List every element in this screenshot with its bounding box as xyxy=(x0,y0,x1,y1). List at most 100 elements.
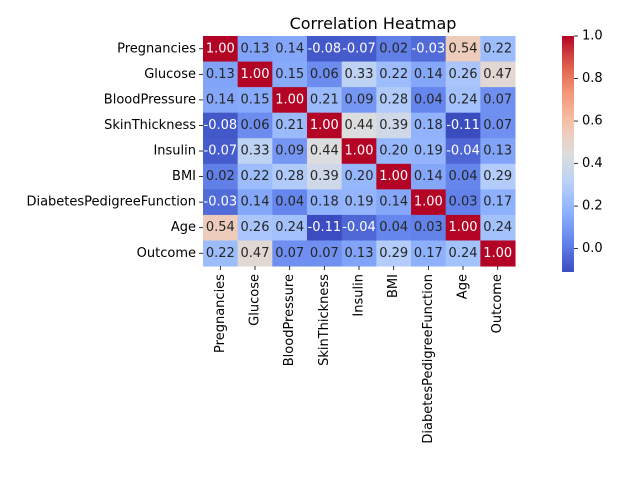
colorbar-gradient xyxy=(562,36,574,272)
heatmap-cell xyxy=(272,240,308,267)
cell-value-label: 1.00 xyxy=(483,246,512,261)
cell-value-label: 0.44 xyxy=(310,144,339,159)
cell-value-label: 0.06 xyxy=(241,118,270,133)
x-tick-label: Glucose xyxy=(248,274,263,326)
heatmap-cell xyxy=(237,214,273,241)
heatmap-cell xyxy=(272,138,308,165)
cell-value-label: 0.09 xyxy=(275,144,304,159)
cell-value-label: 0.18 xyxy=(310,195,339,210)
heatmap-cell xyxy=(307,61,343,88)
heatmap-cell xyxy=(376,138,412,165)
heatmap-cell xyxy=(411,61,447,88)
heatmap-cell xyxy=(237,240,273,267)
x-tick-label: BMI xyxy=(386,274,401,298)
heatmap-cell xyxy=(307,36,343,63)
y-tick-label: Insulin xyxy=(153,144,196,159)
heatmap-cell xyxy=(272,214,308,241)
heatmap-cell xyxy=(237,36,273,63)
heatmap-cell xyxy=(480,163,516,190)
heatmap-cell xyxy=(341,240,377,267)
cell-value-label: 1.00 xyxy=(310,118,339,133)
heatmap-cell xyxy=(480,189,516,216)
cell-value-label: 0.04 xyxy=(275,195,304,210)
cell-value-label: 0.13 xyxy=(483,144,512,159)
heatmap-cell xyxy=(376,112,412,139)
heatmap-cell xyxy=(307,112,343,139)
heatmap-cell xyxy=(307,240,343,267)
cell-value-label: 0.22 xyxy=(483,41,512,56)
cell-value-label: 0.03 xyxy=(449,195,478,210)
heatmap-cells: 1.00 0.13 0.14 -0.08 -0.07 0.02 -0.03 0.54 0.220… xyxy=(203,36,516,267)
cell-value-label: 0.29 xyxy=(379,246,408,261)
cell-value-label: -0.11 xyxy=(446,118,480,133)
cell-value-label: 0.28 xyxy=(275,169,304,184)
heatmap-cell xyxy=(411,163,447,190)
cell-value-label: 0.22 xyxy=(379,67,408,82)
colorbar: 1.0 0.8 0.6 0.4 0.2 0.0 xyxy=(562,29,603,272)
heatmap-cell xyxy=(445,87,481,114)
heatmap-cell xyxy=(341,36,377,63)
heatmap-cell xyxy=(203,240,239,267)
cell-value-label: 0.03 xyxy=(414,220,443,235)
heatmap-cell xyxy=(445,112,481,139)
cell-value-label: 0.07 xyxy=(483,92,512,107)
x-tick-label: BloodPressure xyxy=(282,274,297,366)
cell-value-label: 0.19 xyxy=(414,144,443,159)
heatmap-cell xyxy=(445,61,481,88)
cell-value-label: -0.04 xyxy=(446,144,480,159)
cell-value-label: 0.33 xyxy=(241,144,270,159)
heatmap-cell xyxy=(203,112,239,139)
heatmap-cell xyxy=(203,138,239,165)
cell-value-label: 0.13 xyxy=(241,41,270,56)
heatmap-cell xyxy=(445,189,481,216)
heatmap-cell xyxy=(480,138,516,165)
heatmap-cell xyxy=(376,240,412,267)
heatmap-cell xyxy=(272,61,308,88)
y-tick-label: Glucose xyxy=(144,67,196,82)
cell-value-label: 0.20 xyxy=(345,169,374,184)
cell-value-label: 0.06 xyxy=(310,67,339,82)
colorbar-tick-label: 0.4 xyxy=(582,156,603,171)
cell-value-label: 0.20 xyxy=(379,144,408,159)
y-tick-label: DiabetesPedigreeFunction xyxy=(26,195,196,210)
heatmap-cell xyxy=(411,189,447,216)
heatmap-cell xyxy=(341,189,377,216)
y-tick-label: Pregnancies xyxy=(117,41,196,56)
cell-value-label: -0.04 xyxy=(342,220,376,235)
cell-value-label: 0.14 xyxy=(241,195,270,210)
cell-value-label: 0.47 xyxy=(483,67,512,82)
cell-value-label: 0.04 xyxy=(449,169,478,184)
y-tick-label: BMI xyxy=(172,169,196,184)
cell-value-label: 0.02 xyxy=(379,41,408,56)
heatmap-cell xyxy=(376,61,412,88)
x-tick-labels: Pregnancies Glucose BloodPressure SkinThick… xyxy=(213,266,505,444)
cell-value-label: 0.44 xyxy=(345,118,374,133)
cell-value-label: 0.24 xyxy=(449,92,478,107)
heatmap-cell xyxy=(445,138,481,165)
y-tick-label: BloodPressure xyxy=(104,92,196,107)
cell-value-label: -0.08 xyxy=(204,118,238,133)
heatmap-cell xyxy=(272,189,308,216)
heatmap-cell xyxy=(445,240,481,267)
heatmap-cell xyxy=(307,87,343,114)
cell-value-label: 0.18 xyxy=(414,118,443,133)
cell-value-label: 0.15 xyxy=(241,92,270,107)
heatmap-cell xyxy=(376,87,412,114)
heatmap-cell xyxy=(341,163,377,190)
cell-value-label: -0.08 xyxy=(308,41,342,56)
cell-value-label: 0.26 xyxy=(449,67,478,82)
y-tick-label: Outcome xyxy=(137,246,196,261)
cell-value-label: -0.07 xyxy=(342,41,376,56)
colorbar-tick-label: 0.2 xyxy=(582,199,603,214)
heatmap-cell xyxy=(445,214,481,241)
cell-value-label: 0.17 xyxy=(414,246,443,261)
heatmap-cell xyxy=(203,61,239,88)
cell-value-label: 0.02 xyxy=(206,169,235,184)
heatmap-cell xyxy=(480,240,516,267)
heatmap-cell xyxy=(411,240,447,267)
cell-value-label: 0.15 xyxy=(275,67,304,82)
colorbar-tick-label: 1.0 xyxy=(582,29,603,44)
cell-value-label: 0.39 xyxy=(379,118,408,133)
heatmap-cell xyxy=(445,163,481,190)
